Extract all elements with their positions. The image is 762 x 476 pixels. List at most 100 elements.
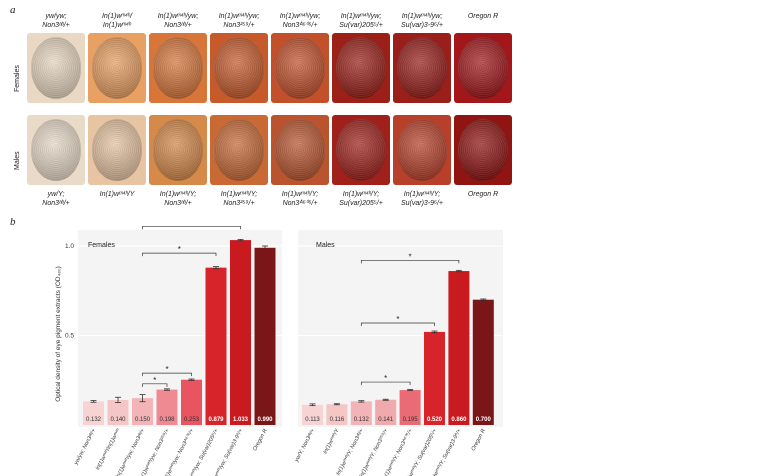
category-label: In(1)wᵐ⁴ʰ/In(1)wᵐ⁴ʰ: [94, 427, 122, 471]
chart-title: Males: [316, 242, 335, 249]
male-eye-photo-facets: [31, 119, 81, 181]
female-eye-photo-facets: [153, 37, 203, 99]
male-genotype-label: Oregon R: [453, 190, 513, 199]
genotype-line: Su(var)205⁵/+: [339, 22, 383, 29]
female-eye-photo-facets: [336, 37, 386, 99]
male-genotype-label: In(1)wᵐ⁴ʰ/Y; Non3ᵃᵇ/+: [148, 190, 208, 208]
male-eye-photo-facets: [92, 119, 142, 181]
female-eye-photo-facets: [214, 37, 264, 99]
genotype-line: Non3ᵃᵇ/+: [42, 22, 70, 29]
chart-title: Females: [88, 242, 115, 249]
female-genotype-label: In(1)wᵐ⁴ʰ/yw; Su(var)3-9⁶/+: [392, 12, 452, 30]
male-eye-photo: [271, 115, 329, 185]
category-label: yw/Y; Non3ᵃᵇ/+: [293, 427, 317, 464]
genotype-line: In(1)wᵐ⁴ʰ/Y;: [403, 191, 441, 198]
bar: [375, 399, 397, 425]
bar: [424, 331, 445, 425]
bar-value-label: 0.520: [427, 417, 443, 423]
female-eye-photo: [88, 33, 146, 103]
category-label: Oregon R: [252, 428, 269, 452]
significance-star: *: [153, 376, 156, 385]
genotype-line: In(1)wᵐ⁴ʰ/yw;: [401, 13, 443, 20]
genotype-line: Non3ᵃᵇ/+: [42, 200, 70, 207]
y-axis-label: Optical density of eye pigment extracts …: [55, 266, 62, 402]
significance-bracket: [360, 259, 460, 264]
bar-value-label: 0.198: [159, 417, 175, 423]
genotype-line: Su(var)3-9⁶/+: [400, 22, 443, 29]
row-label-males: Males: [14, 151, 21, 170]
bar: [205, 267, 227, 425]
genotype-line: In(1)wᵐ⁴ʰ/Y: [99, 191, 135, 198]
female-eye-photo: [454, 33, 512, 103]
significance-star: *: [165, 365, 168, 374]
panel-b-letter: b: [10, 216, 16, 228]
female-genotype-label: In(1)wᵐ⁴ʰ/yw; Non3²⁵⁹/+: [209, 12, 269, 30]
male-eye-photo-facets: [275, 119, 325, 181]
category-label: In(1)wᵐ⁴ʰ/Y: [322, 427, 341, 455]
bar: [230, 240, 251, 425]
bar-value-label: 0.879: [208, 417, 224, 423]
male-genotype-label: In(1)wᵐ⁴ʰ/Y: [87, 190, 147, 199]
bar: [181, 379, 202, 425]
genotype-line: In(1)wᵐ⁴ʰ/yw;: [340, 13, 382, 20]
bar: [350, 401, 372, 425]
bar: [156, 389, 178, 425]
bar: [448, 271, 470, 425]
male-genotype-label: In(1)wᵐ⁴ʰ/Y; Su(var)3-9⁶/+: [392, 190, 452, 208]
bar-value-label: 1.033: [233, 417, 249, 423]
female-eye-photo: [271, 33, 329, 103]
male-eye-photo-facets: [397, 119, 447, 181]
genotype-line: In(1)wᵐ⁴ʰ/: [101, 13, 133, 20]
bar: [472, 299, 494, 425]
female-genotype-label: Oregon R: [453, 12, 513, 21]
female-eye-photo-facets: [397, 37, 447, 99]
female-genotype-label: In(1)wᵐ⁴ʰ/In(1)wᵐ⁴ʰ: [87, 12, 147, 30]
female-genotype-label: In(1)wᵐ⁴ʰ/yw; Non3ᵃᵇ/+: [148, 12, 208, 30]
bar-value-label: 0.140: [110, 417, 126, 423]
genotype-line: In(1)wᵐ⁴ʰ/Y;: [220, 191, 258, 198]
bar-value-label: 0.700: [476, 417, 492, 423]
bar: [254, 247, 276, 425]
genotype-line: Su(var)3-9⁶/+: [400, 200, 443, 207]
bar-value-label: 0.116: [330, 417, 345, 423]
bar-value-label: 0.195: [403, 417, 419, 423]
category-label: yw/yw; Non3ᵃᵇ/+: [72, 427, 98, 467]
genotype-line: Non3ᴬ⁶⁰⁶/+: [282, 22, 318, 29]
male-eye-photo: [332, 115, 390, 185]
female-eye-photo-facets: [31, 37, 81, 99]
female-eye-photo: [332, 33, 390, 103]
genotype-line: Non3²⁵⁹/+: [223, 22, 255, 29]
significance-bracket: [142, 225, 241, 230]
male-eye-photo-facets: [458, 119, 508, 181]
genotype-line: Oregon R: [467, 13, 499, 20]
female-eye-photo-facets: [275, 37, 325, 99]
male-eye-photo-facets: [153, 119, 203, 181]
significance-star: *: [384, 374, 387, 383]
bar: [107, 399, 129, 425]
genotype-line: Non3ᵃᵇ/+: [164, 22, 192, 29]
genotype-line: In(1)wᵐ⁴ʰ/yw;: [218, 13, 260, 20]
male-eye-photo-facets: [214, 119, 264, 181]
male-eye-photo: [88, 115, 146, 185]
genotype-line: Non3ᴬ⁶⁰⁶/+: [282, 200, 318, 207]
genotype-line: yw/yw;: [45, 13, 67, 20]
female-genotype-label: yw/yw; Non3ᵃᵇ/+: [26, 12, 86, 30]
significance-bracket: [360, 381, 411, 386]
y-tick-label: 1.0: [65, 243, 74, 250]
female-eye-photo: [210, 33, 268, 103]
bar: [132, 398, 153, 425]
bar: [302, 404, 323, 425]
genotype-line: yw/Y;: [47, 191, 65, 198]
significance-star: *: [178, 245, 181, 254]
y-tick-label: 0.5: [65, 333, 74, 340]
male-genotype-label: In(1)wᵐ⁴ʰ/Y; Su(var)205⁵/+: [331, 190, 391, 208]
genotype-line: In(1)wᵐ⁴ʰ/Y;: [159, 191, 197, 198]
male-eye-photo: [454, 115, 512, 185]
bar-value-label: 0.860: [451, 417, 467, 423]
category-label: Oregon R: [471, 428, 488, 452]
bar-value-label: 0.253: [184, 417, 200, 423]
genotype-line: Oregon R: [467, 191, 499, 198]
significance-bracket: [142, 372, 192, 377]
bar-value-label: 0.990: [257, 417, 273, 423]
genotype-line: In(1)wᵐ⁴ʰ: [102, 22, 132, 29]
